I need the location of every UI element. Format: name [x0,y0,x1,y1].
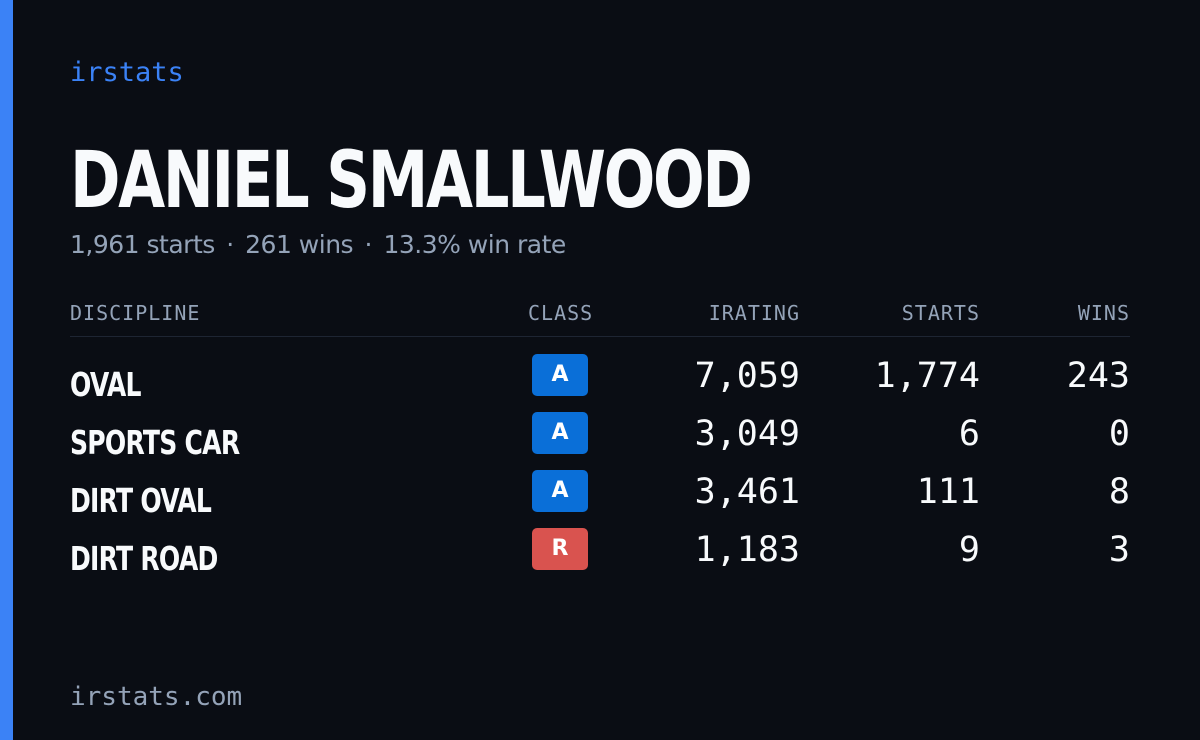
brand-logo: irstats [70,57,184,88]
table-header: DISCIPLINE CLASS IRATING STARTS WINS [70,298,1130,337]
starts-cell: 111 [916,472,980,512]
starts-cell: 9 [958,530,980,570]
discipline-cell: SPORTS CAR [70,423,240,462]
class-badge: A [532,354,588,396]
table-body: OVAL A 7,059 1,774 243 SPORTS CAR A 3,04… [70,354,1130,586]
table-row: DIRT OVAL A 3,461 111 8 [70,470,1130,528]
header-irating: IRATING [708,301,800,325]
irating-cell: 3,049 [694,414,800,454]
class-badge: A [532,470,588,512]
summary-separator: · [364,230,373,259]
header-discipline: DISCIPLINE [70,301,201,325]
discipline-cell: DIRT ROAD [70,539,218,578]
starts-cell: 1,774 [874,356,980,396]
discipline-cell: OVAL [70,365,141,404]
summary-win-rate: 13.3% win rate [383,230,566,259]
summary-starts: 1,961 starts [70,230,215,259]
header-wins: WINS [1077,301,1130,325]
discipline-cell: DIRT OVAL [70,481,212,520]
class-badge: R [532,528,588,570]
table-row: SPORTS CAR A 3,049 6 0 [70,412,1130,470]
table-row: DIRT ROAD R 1,183 9 3 [70,528,1130,586]
wins-cell: 0 [1108,414,1130,454]
driver-name: DANIEL SMALLWOOD [70,136,753,226]
header-starts: STARTS [901,301,980,325]
header-class: CLASS [528,301,594,325]
starts-cell: 6 [958,414,980,454]
summary-separator: · [226,230,234,259]
class-badge: A [532,412,588,454]
summary-wins: 261 wins [245,230,354,259]
wins-cell: 3 [1108,530,1130,570]
wins-cell: 243 [1066,356,1130,396]
driver-summary: 1,961 starts · 261 wins · 13.3% win rate [70,229,566,261]
wins-cell: 8 [1108,472,1130,512]
irating-cell: 7,059 [694,356,800,396]
stats-table: DISCIPLINE CLASS IRATING STARTS WINS OVA… [70,298,1130,586]
table-row: OVAL A 7,059 1,774 243 [70,354,1130,412]
irating-cell: 1,183 [694,530,800,570]
footer-url[interactable]: irstats.com [70,682,243,712]
accent-bar [0,0,13,740]
irating-cell: 3,461 [694,472,800,512]
